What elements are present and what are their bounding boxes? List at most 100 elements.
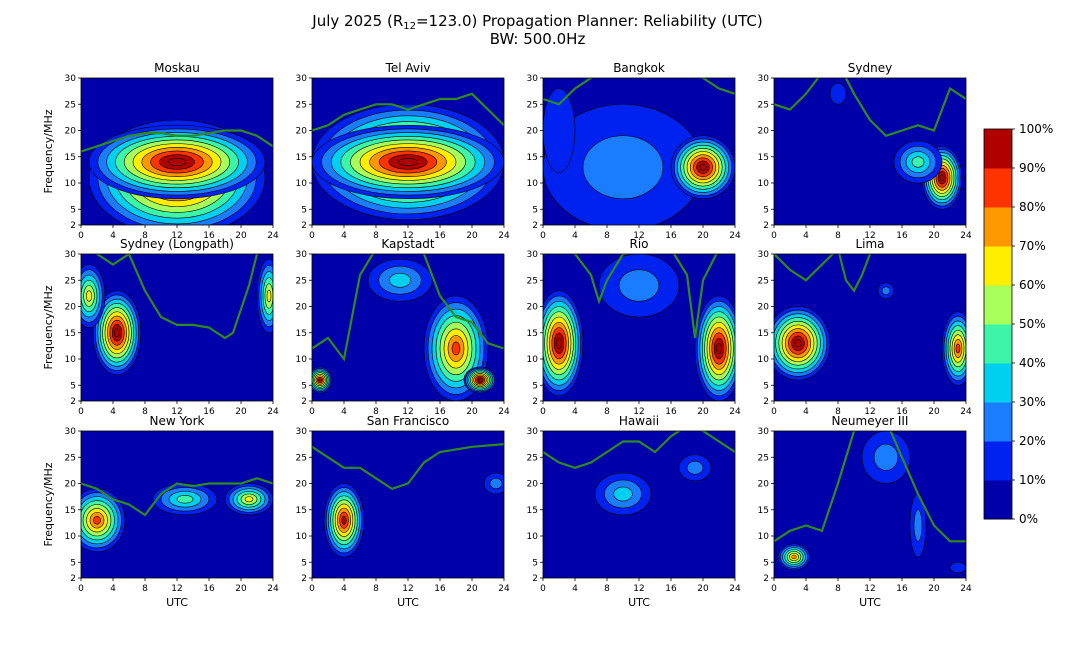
- contour-level: [939, 174, 945, 182]
- y-tick-label: 15: [527, 329, 538, 339]
- x-tick-label: 24: [267, 584, 279, 594]
- colorbar-segment: [984, 402, 1012, 442]
- colorbar-segment: [984, 285, 1012, 325]
- x-tick-label: 8: [835, 584, 841, 594]
- x-tick-label: 16: [203, 407, 215, 417]
- muf-curve: [312, 254, 504, 362]
- panel-title: Hawaii: [619, 414, 659, 428]
- y-tick-label: 25: [296, 276, 307, 286]
- y-tick-label: 20: [296, 127, 308, 137]
- x-tick-label: 8: [142, 407, 148, 417]
- y-tick-label: 25: [296, 453, 307, 463]
- y-tick-label: 15: [527, 506, 538, 516]
- contour-layer: [774, 282, 966, 386]
- contour-level: [913, 509, 923, 542]
- x-tick-label: 12: [171, 231, 182, 241]
- y-tick-label: 10: [758, 179, 770, 189]
- contour-level: [93, 516, 101, 525]
- y-tick-label: 10: [296, 179, 308, 189]
- y-axis-label: Frequency/MHz: [42, 285, 55, 369]
- y-tick-label: 25: [527, 453, 538, 463]
- y-tick-label: 2: [301, 574, 307, 584]
- y-tick-label: 25: [758, 453, 769, 463]
- panel-4: Sydney (Longpath)0 4 8 12 16 20 24251015202530…: [42, 237, 279, 417]
- contour-layer: [312, 103, 504, 221]
- x-tick-label: 16: [665, 407, 677, 417]
- y-tick-label: 30: [527, 427, 539, 437]
- x-tick-label: 20: [235, 584, 247, 594]
- contour-layer: [312, 258, 497, 401]
- colorbar-segment: [984, 129, 1012, 169]
- x-tick-label: 0: [78, 584, 84, 594]
- x-tick-label: 12: [864, 407, 875, 417]
- contour-level: [613, 486, 633, 502]
- y-tick-label: 20: [65, 303, 77, 313]
- x-tick-label: 12: [402, 231, 413, 241]
- x-tick-label: 4: [110, 407, 116, 417]
- contour-level: [543, 88, 576, 173]
- y-tick-label: 15: [758, 329, 769, 339]
- y-tick-label: 20: [758, 127, 770, 137]
- x-axis-label: UTC: [628, 596, 650, 609]
- x-tick-label: 4: [110, 231, 116, 241]
- x-tick-label: 24: [960, 407, 972, 417]
- y-tick-label: 2: [532, 397, 538, 407]
- x-tick-label: 8: [604, 407, 610, 417]
- y-tick-label: 30: [758, 427, 770, 437]
- panel-title: Rio: [629, 237, 648, 251]
- x-tick-label: 24: [729, 231, 741, 241]
- contour-layer: [594, 454, 712, 516]
- x-tick-label: 16: [665, 584, 677, 594]
- y-tick-label: 2: [763, 221, 769, 231]
- y-tick-label: 5: [763, 205, 769, 215]
- y-tick-label: 20: [65, 480, 77, 490]
- x-tick-label: 0: [771, 231, 777, 241]
- x-tick-label: 16: [665, 231, 677, 241]
- y-tick-label: 10: [65, 532, 77, 542]
- panel-title: Sydney (Longpath): [120, 237, 234, 251]
- contour-level: [829, 82, 847, 105]
- y-tick-label: 20: [527, 127, 539, 137]
- panel-title: Neumeyer III: [832, 414, 909, 428]
- y-tick-label: 15: [296, 153, 307, 163]
- y-tick-label: 15: [296, 506, 307, 516]
- y-axis-label: Frequency/MHz: [42, 462, 55, 546]
- y-tick-label: 15: [65, 329, 76, 339]
- x-tick-label: 16: [203, 231, 215, 241]
- y-tick-label: 10: [758, 355, 770, 365]
- muf-curve: [312, 92, 504, 132]
- x-tick-label: 0: [771, 407, 777, 417]
- contour-level: [873, 443, 899, 471]
- colorbar-label: 80%: [1019, 200, 1046, 214]
- colorbar-label: 30%: [1019, 395, 1046, 409]
- y-tick-label: 2: [70, 397, 76, 407]
- x-tick-label: 24: [498, 584, 510, 594]
- contour-level: [794, 339, 802, 348]
- y-tick-label: 30: [758, 250, 770, 260]
- muf-curve: [543, 78, 735, 106]
- colorbar-label: 70%: [1019, 239, 1046, 253]
- contour-level: [791, 554, 797, 560]
- contour-layer: [81, 258, 273, 376]
- x-tick-label: 8: [373, 407, 379, 417]
- x-tick-label: 12: [633, 231, 644, 241]
- colorbar: 100% 90% 80% 70% 60% 50% 40% 30% 20% 10% 0%: [983, 122, 1053, 526]
- y-tick-label: 5: [532, 381, 538, 391]
- y-tick-label: 10: [296, 532, 308, 542]
- x-tick-label: 24: [729, 407, 741, 417]
- muf-curve: [774, 254, 872, 293]
- colorbar-label: 90%: [1019, 161, 1046, 175]
- y-tick-label: 10: [527, 179, 539, 189]
- y-tick-label: 20: [65, 127, 77, 137]
- contour-layer: [829, 82, 963, 210]
- x-tick-label: 12: [171, 407, 182, 417]
- contour-level: [618, 269, 660, 302]
- x-tick-label: 16: [434, 584, 446, 594]
